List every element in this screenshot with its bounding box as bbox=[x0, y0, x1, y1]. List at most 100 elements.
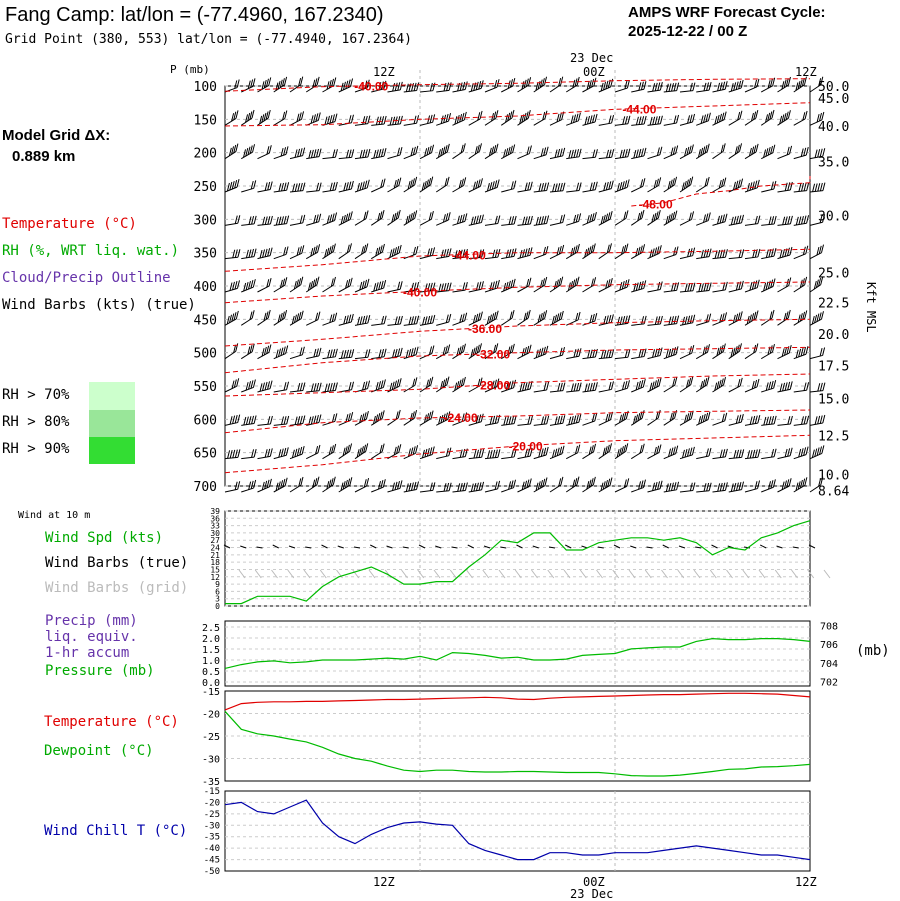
surface-barb-true bbox=[500, 546, 507, 549]
wind-barb bbox=[322, 476, 336, 493]
wind-barb bbox=[370, 243, 385, 260]
wind-barb bbox=[354, 278, 370, 293]
wind-barb bbox=[712, 177, 727, 193]
wind-barb bbox=[517, 77, 532, 93]
wind-barb bbox=[679, 282, 696, 293]
wind-barb bbox=[371, 80, 387, 93]
wind-barb bbox=[630, 410, 645, 426]
wind-barb bbox=[679, 314, 696, 326]
wind-barb bbox=[663, 445, 679, 460]
wind-barb bbox=[273, 246, 289, 260]
wind-barb bbox=[435, 143, 450, 160]
wind-barb bbox=[777, 277, 792, 293]
wind-barb bbox=[484, 215, 501, 226]
wind-barb bbox=[712, 281, 728, 293]
wind-barb bbox=[403, 145, 419, 160]
wind-barb bbox=[387, 146, 403, 160]
windchill-tick-label-6: -45 bbox=[204, 856, 220, 866]
wind-barb bbox=[371, 148, 387, 160]
wind-barb bbox=[533, 310, 548, 326]
wind-barb bbox=[452, 177, 467, 193]
wind-barb bbox=[712, 213, 728, 226]
wind-barb bbox=[793, 477, 808, 493]
wind-barb bbox=[614, 380, 630, 393]
wind-barb bbox=[696, 112, 711, 126]
wind-barb bbox=[224, 143, 239, 160]
model-grid-value: 0.889 km bbox=[12, 148, 76, 165]
wind-barb bbox=[728, 79, 744, 93]
wind-barb bbox=[484, 449, 501, 460]
wind-barb bbox=[354, 349, 371, 360]
wind-barb bbox=[501, 144, 516, 160]
surface-barb-grid bbox=[336, 569, 343, 579]
wind-tick-label-1: 36 bbox=[210, 514, 220, 523]
wind-barb bbox=[809, 111, 825, 126]
wind-barb bbox=[712, 376, 727, 393]
temperature-contour-4 bbox=[224, 281, 811, 304]
wind-barb bbox=[241, 448, 257, 460]
wind-barb bbox=[631, 147, 647, 160]
wind-barb bbox=[240, 109, 255, 126]
wind-barb bbox=[566, 311, 581, 326]
wind-barb bbox=[273, 345, 289, 360]
wind-barb bbox=[289, 76, 304, 93]
wind-barb bbox=[533, 182, 550, 193]
wind-barb bbox=[322, 212, 338, 226]
wind-barb bbox=[306, 347, 322, 360]
surface-barb-grid bbox=[531, 569, 538, 579]
temp-tick-label-0: -15 bbox=[202, 687, 220, 698]
wind-barb bbox=[436, 212, 451, 226]
height-tick-label-10: 12.5 bbox=[818, 429, 849, 444]
wind-barb bbox=[663, 346, 679, 360]
wind-barb bbox=[517, 344, 532, 360]
wind-barb bbox=[761, 448, 777, 460]
temperature-contour-7 bbox=[224, 373, 811, 397]
wind-barb bbox=[614, 79, 630, 93]
temperature-contour-9 bbox=[224, 434, 811, 474]
temperature-contour-8 bbox=[224, 409, 811, 434]
wind-barb bbox=[501, 77, 516, 93]
height-tick-label-2: 40.0 bbox=[818, 120, 849, 135]
wind-barb bbox=[761, 415, 777, 426]
wind-barb bbox=[224, 449, 241, 460]
wind-barb bbox=[241, 379, 256, 393]
wind-barb bbox=[436, 313, 452, 326]
wind-barb bbox=[761, 278, 776, 293]
wind-barb bbox=[322, 276, 336, 293]
wind-barb bbox=[468, 143, 482, 160]
wind-barb bbox=[468, 110, 483, 126]
wind-barb bbox=[663, 176, 678, 193]
model-grid-label: Model Grid ΔX: bbox=[2, 127, 111, 144]
forecast-cycle-value: 2025-12-22 / 00 Z bbox=[628, 23, 748, 40]
surface-barb-true bbox=[321, 544, 328, 549]
bottom-tick-00z: 00Z bbox=[583, 875, 605, 889]
wind-barb bbox=[647, 281, 663, 293]
wind-barb bbox=[484, 343, 499, 360]
wind-barb bbox=[566, 414, 582, 426]
wind-barb bbox=[484, 110, 499, 126]
wind-barb bbox=[241, 144, 256, 160]
wind-barb bbox=[338, 180, 354, 193]
wind-barb bbox=[647, 480, 663, 493]
wind-barb bbox=[501, 479, 517, 493]
precip-tick-label-2: 1.5 bbox=[202, 645, 220, 656]
surface-barb-true bbox=[353, 546, 361, 549]
wind-barb bbox=[354, 79, 370, 93]
wind-barb bbox=[696, 344, 711, 360]
wind-barb bbox=[809, 148, 826, 160]
wind-barb bbox=[452, 248, 468, 260]
wind-barb bbox=[582, 412, 598, 426]
wind-barb bbox=[614, 210, 629, 226]
wind-barb bbox=[419, 376, 434, 393]
wind-barb bbox=[598, 211, 613, 226]
dewpoint-line bbox=[224, 710, 811, 777]
wind-barb bbox=[793, 146, 809, 160]
wind-barb bbox=[647, 115, 663, 126]
wind-barb bbox=[306, 382, 322, 393]
wind-barb bbox=[387, 81, 403, 93]
top-tick-00z: 00Z bbox=[583, 65, 605, 79]
wind-barb bbox=[696, 411, 711, 426]
wind-barb bbox=[517, 309, 531, 326]
wind-tick-label-8: 15 bbox=[210, 565, 220, 574]
wind-barb bbox=[273, 146, 289, 160]
